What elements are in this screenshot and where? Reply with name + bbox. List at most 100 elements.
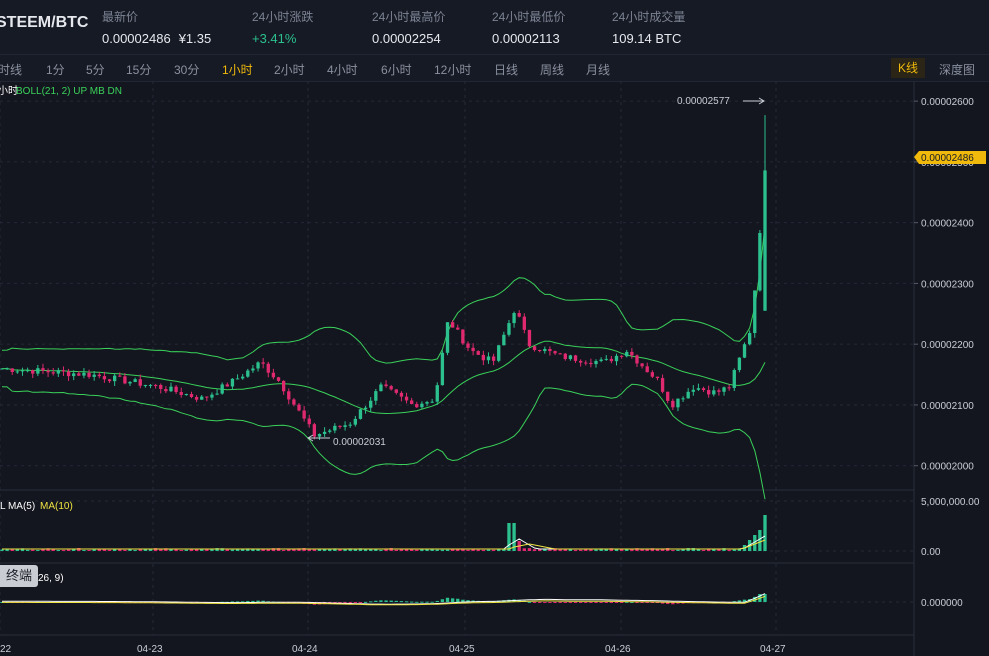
stat-low: 24小时最低价 0.00002113 (492, 8, 565, 46)
candle-body (640, 363, 644, 367)
interval-tabs: 时线 1分 5分 15分 30分 1小时 2小时 4小时 6小时 12小时 日线… (0, 54, 989, 82)
candle-body (256, 362, 260, 369)
candle-body (266, 363, 270, 373)
stat-change: 24小时涨跌 +3.41% (252, 8, 313, 46)
stat-value: +3.41% (252, 31, 297, 46)
x-tick-label: 04-26 (605, 644, 631, 655)
candle-body (486, 356, 491, 361)
stat-value: 0.00002486 (102, 31, 171, 46)
y-tick-label: 0.00002400 (921, 219, 974, 230)
y-tick-label: 0.00002100 (921, 401, 974, 412)
volume-bar (722, 548, 726, 551)
macd-bar (169, 602, 173, 603)
volume-bar (753, 535, 757, 551)
macd-bar (466, 600, 470, 602)
volume-bar (707, 548, 711, 551)
candle-body (481, 354, 486, 361)
volume-bar (701, 549, 706, 551)
volume-bar (410, 549, 414, 551)
candle-body (15, 371, 20, 373)
volume-bar (169, 548, 173, 551)
volume-bar (72, 549, 76, 551)
tab-interval-1m[interactable]: 1分 (46, 63, 65, 77)
volume-bar (737, 548, 742, 551)
volume-bar (609, 548, 614, 551)
volume-bar (343, 549, 347, 551)
volume-bar (322, 548, 327, 551)
candle-body (102, 376, 107, 380)
macd-bar (358, 602, 363, 603)
market-header: STEEM/BTC 最新价 0.00002486 ¥1.35 24小时涨跌 +3.… (0, 0, 989, 54)
volume-bar (712, 549, 716, 551)
candle-body (578, 360, 583, 363)
volume-bar (164, 548, 168, 551)
kline-chart[interactable]: 0.000026000.000025000.000024000.00002300… (0, 81, 989, 656)
tab-interval-1h[interactable]: 1小时 (222, 63, 253, 77)
volume-bar (241, 549, 245, 551)
macd-bar (343, 602, 347, 604)
candle-body (143, 384, 148, 386)
volume-bar (691, 548, 695, 551)
tab-interval-15m[interactable]: 15分 (126, 63, 152, 77)
candle-body (31, 370, 35, 374)
candle-body (650, 372, 655, 377)
volume-bar (107, 549, 112, 551)
stat-value: 0.00002113 (492, 31, 560, 46)
candle-body (558, 353, 562, 355)
volume-bar (532, 549, 537, 551)
candle-body (87, 372, 91, 377)
volume-bar (66, 549, 71, 551)
candle-body (348, 424, 352, 426)
tab-interval-6h[interactable]: 6小时 (381, 63, 412, 77)
candle-body (138, 379, 142, 386)
boll-mid (1, 340, 766, 415)
x-tick-label: 22 (0, 644, 12, 655)
volume-bar (502, 549, 506, 551)
volume-bar (41, 548, 45, 551)
current-price-tag: 0.00002486 (914, 151, 986, 164)
tab-interval-2h[interactable]: 2小时 (274, 63, 305, 77)
candle-body (461, 329, 465, 344)
y-tick-label: 0.000000 (921, 598, 963, 609)
candle-body (369, 400, 373, 408)
macd-bar (732, 601, 736, 603)
volume-bar (51, 548, 55, 551)
pair-title[interactable]: STEEM/BTC (0, 14, 89, 31)
kline-button[interactable]: K线 (891, 58, 925, 78)
depth-chart-button[interactable]: 深度图 (939, 63, 976, 77)
macd-bar (404, 601, 409, 603)
volume-bar (435, 549, 439, 551)
tab-interval-12h[interactable]: 12小时 (434, 63, 472, 77)
tab-interval-5m[interactable]: 5分 (86, 63, 105, 77)
tab-interval-month[interactable]: 月线 (586, 63, 611, 77)
candle-body (568, 355, 573, 360)
volume-bar (174, 548, 178, 551)
macd-bar (369, 601, 373, 603)
tab-interval-week[interactable]: 周线 (540, 63, 565, 77)
candle-body (491, 356, 496, 361)
volume-bar (143, 548, 148, 551)
candle-body (430, 401, 434, 403)
tooltip-badge[interactable]: 终端 (0, 565, 38, 587)
volume-bar (558, 548, 562, 551)
candle-body (112, 375, 117, 382)
volume-bar (553, 548, 557, 551)
max-price-marker: 0.00002577 (677, 96, 765, 107)
macd-bar (558, 602, 562, 603)
candle-body (66, 371, 71, 377)
macd-bar (230, 601, 235, 603)
macd-bar (655, 602, 660, 603)
candle-body (450, 322, 455, 328)
macd-bar (619, 602, 624, 603)
tab-interval-30m[interactable]: 30分 (174, 63, 200, 77)
candle-body (41, 368, 45, 371)
tab-interval-4h[interactable]: 4小时 (327, 63, 358, 77)
tab-interval-line[interactable]: 时线 (0, 63, 23, 77)
volume-bar (281, 549, 286, 551)
volume-bar (717, 548, 721, 551)
volume-bar (5, 548, 9, 551)
tab-interval-day[interactable]: 日线 (494, 63, 519, 77)
candle-body (51, 372, 55, 374)
chart-grid (0, 81, 915, 656)
candle-body (522, 316, 526, 330)
